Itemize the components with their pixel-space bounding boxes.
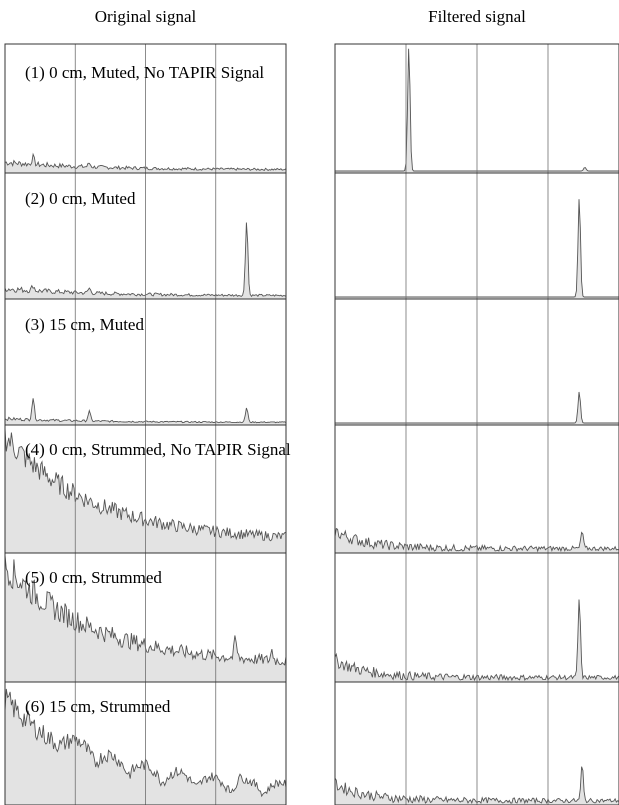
row-label-1: (1) 0 cm, Muted, No TAPIR Signal: [25, 63, 265, 82]
row-label-5: (5) 0 cm, Strummed: [25, 568, 162, 587]
original-signal-title: Original signal: [94, 7, 197, 26]
row-label-4: (4) 0 cm, Strummed, No TAPIR Signal: [25, 440, 291, 459]
row6-filtered-area: [335, 766, 619, 805]
filtered-signal-title: Filtered signal: [428, 7, 526, 26]
row6-filtered-frame: [334, 681, 619, 805]
row-label-6: (6) 15 cm, Strummed: [25, 697, 171, 716]
row6-original-frame: [4, 681, 287, 805]
row5-filtered-area: [335, 599, 619, 682]
row-label-2: (2) 0 cm, Muted: [25, 189, 136, 208]
row2-original-area: [5, 222, 286, 299]
row-label-3: (3) 15 cm, Muted: [25, 315, 144, 334]
